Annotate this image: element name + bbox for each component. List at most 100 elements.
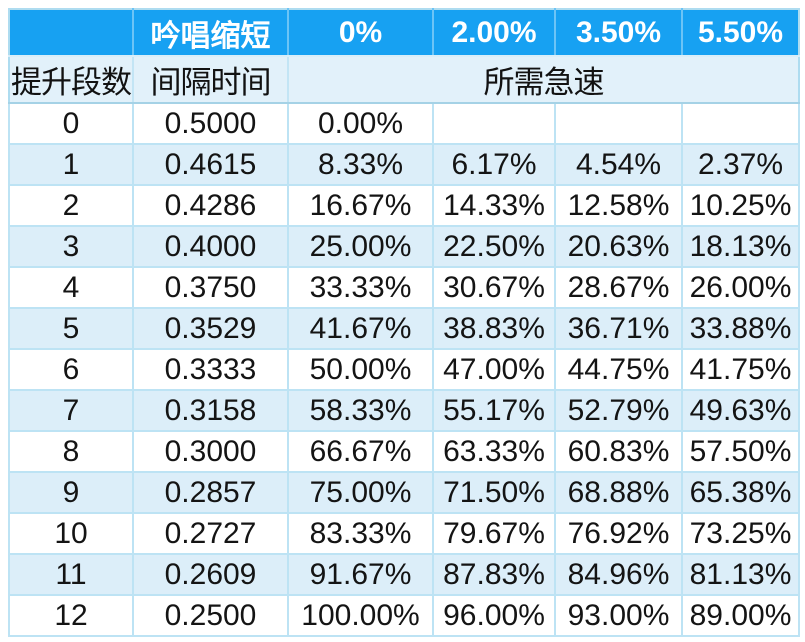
level-cell: 0 (8, 102, 134, 145)
haste-cell: 89.00% (681, 594, 800, 637)
table-row-11: 11 0.2609 91.67% 87.83% 84.96% 81.13% (8, 553, 800, 596)
table-body: 0 0.5000 0.00% 1 0.4615 8.33% 6.17% 4.54… (8, 102, 800, 637)
interval-cell: 0.2857 (132, 471, 289, 514)
level-header: 提升段数 (9, 56, 134, 104)
haste-cell: 65.38% (681, 471, 800, 514)
level-cell: 7 (8, 389, 134, 432)
interval-cell: 0.3158 (132, 389, 289, 432)
haste-cell: 93.00% (554, 594, 683, 637)
table-row-7: 7 0.3158 58.33% 55.17% 52.79% 49.63% (8, 389, 800, 432)
haste-cell: 4.54% (554, 143, 683, 186)
interval-cell: 0.3750 (132, 266, 289, 309)
col-header-3.5pct: 3.50% (555, 9, 683, 57)
haste-requirement-table: 吟唱缩短 0% 2.00% 3.50% 5.50% 提升段数 间隔时间 所需急速… (8, 8, 800, 637)
haste-cell: 41.67% (287, 307, 434, 350)
haste-cell: 38.83% (432, 307, 556, 350)
interval-cell: 0.3000 (132, 430, 289, 473)
table-header: 吟唱缩短 0% 2.00% 3.50% 5.50% 提升段数 间隔时间 所需急速 (9, 9, 799, 104)
haste-cell: 2.37% (681, 143, 800, 186)
haste-cell: 52.79% (554, 389, 683, 432)
interval-cell: 0.5000 (132, 102, 289, 145)
haste-cell: 20.63% (554, 225, 683, 268)
level-cell: 5 (8, 307, 134, 350)
corner-cell (9, 9, 134, 57)
level-cell: 2 (8, 184, 134, 227)
haste-cell: 18.13% (681, 225, 800, 268)
haste-cell: 87.83% (432, 553, 556, 596)
haste-cell: 83.33% (287, 512, 434, 555)
haste-cell: 41.75% (681, 348, 800, 391)
haste-cell: 79.67% (432, 512, 556, 555)
table-row-8: 8 0.3000 66.67% 63.33% 60.83% 57.50% (8, 430, 800, 473)
haste-cell: 16.67% (287, 184, 434, 227)
col-header-5.5pct: 5.50% (682, 9, 799, 57)
header-row-primary: 吟唱缩短 0% 2.00% 3.50% 5.50% (9, 9, 799, 57)
interval-cell: 0.2727 (132, 512, 289, 555)
col-header-0pct: 0% (288, 9, 434, 57)
haste-cell: 68.88% (554, 471, 683, 514)
haste-cell: 30.67% (432, 266, 556, 309)
haste-cell: 91.67% (287, 553, 434, 596)
haste-cell: 73.25% (681, 512, 800, 555)
haste-cell: 60.83% (554, 430, 683, 473)
haste-cell: 44.75% (554, 348, 683, 391)
table-row-12: 12 0.2500 100.00% 96.00% 93.00% 89.00% (8, 594, 800, 637)
col-header-2pct: 2.00% (433, 9, 556, 57)
haste-cell: 55.17% (432, 389, 556, 432)
haste-cell: 100.00% (287, 594, 434, 637)
table-row-3: 3 0.4000 25.00% 22.50% 20.63% 18.13% (8, 225, 800, 268)
level-cell: 11 (8, 553, 134, 596)
table-row-2: 2 0.4286 16.67% 14.33% 12.58% 10.25% (8, 184, 800, 227)
haste-cell: 84.96% (554, 553, 683, 596)
haste-cell: 12.58% (554, 184, 683, 227)
haste-cell: 28.67% (554, 266, 683, 309)
haste-cell: 47.00% (432, 348, 556, 391)
level-cell: 3 (8, 225, 134, 268)
cast-reduction-header: 吟唱缩短 (133, 9, 289, 57)
haste-cell: 66.67% (287, 430, 434, 473)
required-haste-header: 所需急速 (288, 56, 799, 104)
interval-cell: 0.2500 (132, 594, 289, 637)
haste-cell: 22.50% (432, 225, 556, 268)
interval-cell: 0.2609 (132, 553, 289, 596)
level-cell: 12 (8, 594, 134, 637)
haste-cell (681, 102, 800, 145)
haste-cell: 57.50% (681, 430, 800, 473)
level-cell: 10 (8, 512, 134, 555)
interval-cell: 0.4286 (132, 184, 289, 227)
interval-cell: 0.4000 (132, 225, 289, 268)
table-row-5: 5 0.3529 41.67% 38.83% 36.71% 33.88% (8, 307, 800, 350)
haste-cell: 33.33% (287, 266, 434, 309)
table-row-4: 4 0.3750 33.33% 30.67% 28.67% 26.00% (8, 266, 800, 309)
table-row-10: 10 0.2727 83.33% 79.67% 76.92% 73.25% (8, 512, 800, 555)
table-row-6: 6 0.3333 50.00% 47.00% 44.75% 41.75% (8, 348, 800, 391)
interval-header: 间隔时间 (133, 56, 289, 104)
haste-cell: 0.00% (287, 102, 434, 145)
haste-cell (432, 102, 556, 145)
level-cell: 6 (8, 348, 134, 391)
haste-cell: 14.33% (432, 184, 556, 227)
haste-cell: 6.17% (432, 143, 556, 186)
table-row-1: 1 0.4615 8.33% 6.17% 4.54% 2.37% (8, 143, 800, 186)
interval-cell: 0.3333 (132, 348, 289, 391)
interval-cell: 0.3529 (132, 307, 289, 350)
level-cell: 9 (8, 471, 134, 514)
haste-cell: 36.71% (554, 307, 683, 350)
haste-cell: 63.33% (432, 430, 556, 473)
haste-cell: 75.00% (287, 471, 434, 514)
haste-cell: 26.00% (681, 266, 800, 309)
haste-cell: 49.63% (681, 389, 800, 432)
haste-cell: 10.25% (681, 184, 800, 227)
haste-cell: 76.92% (554, 512, 683, 555)
table-row-0: 0 0.5000 0.00% (8, 102, 800, 145)
level-cell: 1 (8, 143, 134, 186)
interval-cell: 0.4615 (132, 143, 289, 186)
haste-cell: 96.00% (432, 594, 556, 637)
header-row-secondary: 提升段数 间隔时间 所需急速 (9, 56, 799, 104)
level-cell: 8 (8, 430, 134, 473)
haste-cell: 33.88% (681, 307, 800, 350)
haste-cell: 25.00% (287, 225, 434, 268)
haste-cell: 58.33% (287, 389, 434, 432)
haste-cell (554, 102, 683, 145)
